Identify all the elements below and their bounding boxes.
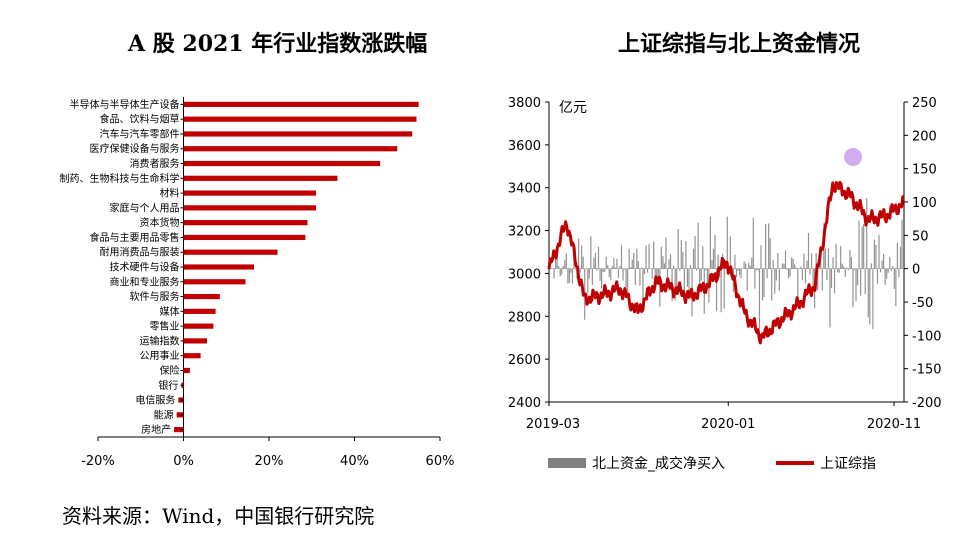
industry-bar [183, 323, 214, 329]
industry-bar [174, 427, 184, 433]
category-label: 半导体与半导体生产设备 [70, 98, 180, 111]
industry-bar [183, 249, 278, 255]
industry-bar [176, 412, 184, 418]
right-y-tick-label: -100 [912, 329, 942, 344]
industry-bar [183, 264, 255, 270]
industry-bar [183, 116, 417, 122]
legend-label-northbound: 北上资金_成交净买入 [592, 455, 725, 472]
right-y-tick-label: -200 [912, 396, 942, 411]
category-label: 能源 [154, 408, 174, 421]
right-y-tick-label: 150 [912, 163, 937, 178]
x-tick-label: -20% [81, 454, 115, 469]
left-y-tick-label: 3400 [508, 182, 541, 197]
category-label: 制药、生物科技与生命科学 [60, 172, 180, 185]
category-label: 食品、饮料与烟草 [100, 113, 180, 126]
right-axis-unit: 亿元 [559, 100, 587, 116]
left-y-tick-label: 2600 [508, 353, 541, 368]
industry-bar [183, 101, 419, 107]
left-chart-title: A 股 2021 年行业指数涨跌幅 [128, 31, 428, 57]
category-label: 电信服务 [135, 394, 175, 407]
right-y-tick-label: -50 [912, 296, 933, 311]
sse-northbound-chart: 3800 3600 3400 3200 3000 2800 2600 2400 250 200 15… [508, 96, 942, 472]
category-label: 公用事业 [140, 349, 180, 362]
legend-swatch-northbound [548, 458, 586, 468]
industry-bar [183, 175, 338, 181]
category-label: 家庭与个人用品 [110, 201, 180, 214]
left-y-tick-label: 3600 [508, 139, 541, 154]
right-y-tick-label: 100 [912, 196, 937, 211]
right-chart-title: 上证综指与北上资金情况 [618, 31, 861, 57]
industry-bar [183, 338, 208, 344]
industry-bar [183, 220, 308, 226]
left-y-tick-label: 2400 [508, 396, 541, 411]
industry-bar [183, 131, 413, 137]
industry-bar [183, 190, 317, 196]
industry-bar [183, 160, 381, 167]
source-note: 资料来源：Wind，中国银行研究院 [62, 504, 375, 528]
category-label: 零售业 [150, 320, 180, 333]
industry-bar [183, 205, 317, 211]
industry-bar [183, 308, 216, 314]
category-label: 耐用消费品与服装 [100, 246, 180, 259]
left-y-tick-label: 3000 [508, 267, 541, 282]
category-label: 医疗保健设备与服务 [90, 142, 180, 155]
category-label: 汽车与汽车零部件 [100, 127, 180, 140]
industry-bar [183, 293, 220, 300]
industry-bar [183, 367, 190, 374]
category-label: 运输指数 [140, 334, 180, 347]
industry-bar-chart: -20% 0% 20% 40% 60% 半导体与半导体生产设备食品、饮料与烟草汽车与汽车零… [60, 97, 455, 469]
right-y-tick-label: -150 [912, 363, 942, 378]
category-label: 保险 [160, 364, 180, 377]
category-label: 商业和专业服务 [110, 275, 180, 288]
industry-bar [183, 353, 201, 359]
category-label: 银行 [158, 379, 178, 392]
category-label: 食品与主要用品零售 [90, 231, 180, 244]
left-y-tick-label: 3800 [508, 96, 541, 111]
industry-bar [183, 146, 398, 152]
category-label: 资本货物 [140, 216, 180, 229]
sse-index-line [547, 180, 905, 345]
category-label: 材料 [160, 187, 180, 200]
x-tick-label: 2019-03 [526, 417, 580, 432]
industry-bar [183, 279, 246, 285]
x-tick-label: 2020-01 [701, 417, 755, 432]
legend-label-sse: 上证综指 [820, 456, 876, 472]
x-tick-label: 60% [426, 454, 455, 469]
industry-bar [183, 234, 306, 241]
category-label: 媒体 [160, 306, 180, 318]
right-y-tick-label: 200 [912, 129, 937, 144]
category-label: 软件与服务 [130, 290, 180, 303]
right-y-tick-label: 50 [912, 229, 929, 244]
x-tick-label: 2020-11 [867, 417, 921, 432]
left-y-tick-label: 3200 [508, 225, 541, 240]
right-y-tick-label: 0 [912, 263, 920, 278]
category-label: 技术硬件与设备 [110, 261, 180, 274]
right-y-tick-label: 250 [912, 96, 937, 111]
highlight-marker [844, 148, 862, 166]
x-tick-label: 40% [340, 454, 369, 469]
left-y-tick-label: 2800 [508, 310, 541, 325]
x-tick-label: 0% [173, 454, 194, 469]
category-label: 房地产 [141, 423, 171, 436]
category-label: 消费者服务 [130, 157, 180, 170]
x-tick-label: 20% [255, 454, 284, 469]
